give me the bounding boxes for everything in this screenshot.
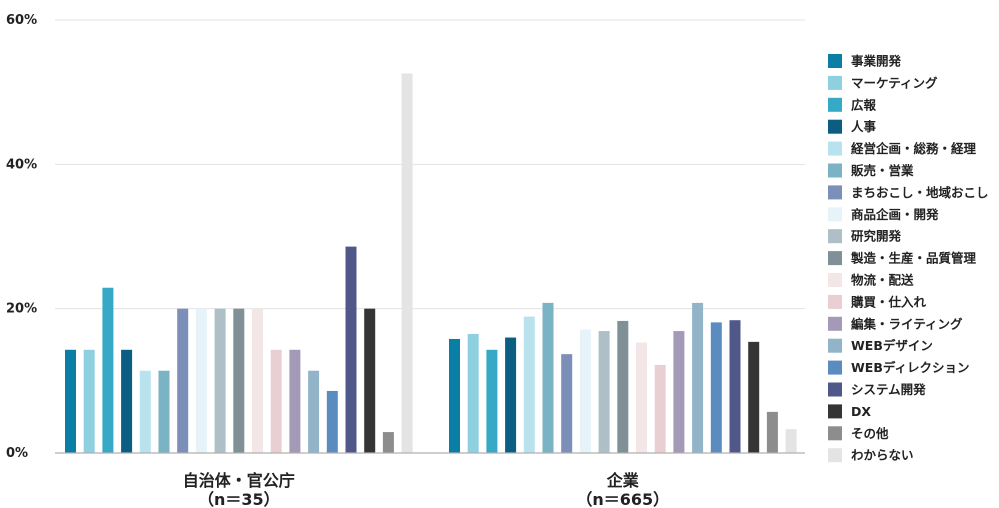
bar — [382, 432, 394, 453]
legend-swatch — [828, 448, 842, 463]
legend-label: マーケティング — [851, 75, 938, 90]
legend-swatch — [828, 294, 842, 309]
bar — [785, 429, 797, 453]
bar — [102, 287, 114, 453]
legend-label: 人事 — [851, 119, 877, 134]
legend-label: 編集・ライティング — [851, 316, 963, 331]
category-label: 自治体・官公庁 — [183, 471, 295, 490]
bar — [158, 370, 170, 453]
legend-label: 事業開発 — [851, 54, 902, 69]
bar — [214, 308, 226, 453]
legend-label: まちおこし・地域おこし — [851, 185, 989, 200]
legend-swatch — [828, 382, 842, 397]
bar — [308, 370, 320, 453]
bar — [561, 354, 573, 453]
legend-swatch — [828, 207, 842, 222]
bar — [401, 73, 413, 454]
bar — [748, 341, 760, 453]
bar — [654, 364, 666, 453]
legend-label: 購買・仕入れ — [850, 294, 927, 309]
legend-label: わからない — [851, 448, 914, 463]
legend-label: WEBディレクション — [851, 360, 969, 375]
legend-swatch — [828, 360, 842, 375]
bar — [598, 331, 610, 453]
bar — [449, 338, 460, 453]
bar — [673, 331, 685, 453]
bar — [579, 329, 591, 453]
legend-swatch — [828, 404, 842, 419]
category-sublabel: （n＝665） — [576, 490, 669, 508]
legend-swatch — [828, 251, 842, 266]
bar — [252, 308, 263, 453]
y-tick-label: 60% — [6, 13, 37, 28]
y-axis-tick-labels: 0% 20% 40% 60% — [6, 13, 37, 461]
legend-swatch — [828, 185, 842, 200]
bar — [710, 322, 722, 453]
category-labels: 自治体・官公庁（n＝35） 企業（n＝665） — [183, 471, 669, 508]
bar — [766, 411, 778, 453]
bar — [617, 320, 629, 453]
gridlines — [55, 19, 805, 310]
legend-swatch — [828, 316, 842, 331]
bar — [177, 308, 189, 453]
bar — [729, 320, 741, 453]
legend-swatch — [828, 338, 842, 353]
y-tick-label: 20% — [6, 302, 37, 317]
legend-label: WEBデザイン — [851, 338, 933, 353]
bar — [523, 316, 535, 453]
bar — [270, 349, 282, 453]
legend-swatch — [828, 163, 842, 178]
legend-swatch — [828, 141, 842, 156]
legend-swatch — [828, 97, 842, 112]
bar — [326, 390, 338, 453]
legend-swatch — [828, 273, 842, 287]
legend-label: 製造・生産・品質管理 — [850, 251, 977, 266]
legend-swatch — [828, 75, 842, 90]
bar — [139, 370, 151, 453]
bar — [289, 349, 301, 453]
legend-label: 販売・営業 — [851, 163, 914, 178]
legend-label: 経営企画・総務・経理 — [851, 141, 977, 156]
bar — [486, 349, 498, 453]
bar — [636, 342, 647, 453]
y-tick-label: 0% — [6, 446, 28, 461]
bar — [195, 308, 207, 453]
bar — [692, 302, 704, 453]
legend: 事業開発マーケティング広報人事経営企画・総務・経理販売・営業まちおこし・地域おこ… — [828, 54, 989, 463]
bar — [505, 337, 517, 453]
legend-label: 物流・配送 — [851, 273, 914, 288]
legend-swatch — [828, 426, 842, 441]
legend-label: DX — [851, 404, 871, 419]
legend-label: 商品企画・開発 — [851, 207, 939, 222]
bar — [65, 349, 76, 453]
bar — [233, 308, 245, 453]
category-sublabel: （n＝35） — [198, 490, 280, 508]
bar — [467, 333, 479, 453]
legend-label: 研究開発 — [851, 229, 902, 244]
bars — [65, 73, 797, 454]
bar — [542, 302, 554, 453]
legend-label: 広報 — [851, 97, 877, 112]
category-label: 企業 — [606, 471, 640, 490]
y-tick-label: 40% — [6, 157, 37, 172]
bar — [121, 349, 133, 453]
legend-swatch — [828, 119, 842, 134]
bar — [83, 349, 95, 453]
legend-label: その他 — [851, 426, 889, 441]
bar — [364, 308, 376, 453]
legend-swatch — [828, 54, 842, 68]
bar — [345, 246, 357, 453]
legend-swatch — [828, 229, 842, 244]
legend-label: システム開発 — [851, 382, 926, 397]
